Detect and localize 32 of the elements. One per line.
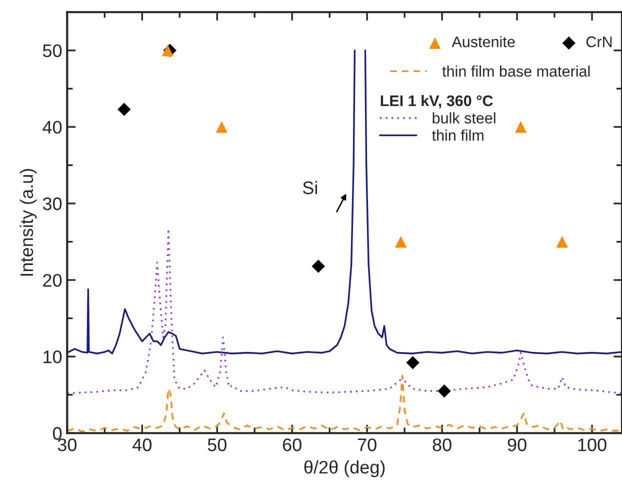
point [312, 260, 325, 273]
point [162, 44, 174, 56]
y-tick-label: 20 [43, 274, 62, 287]
x-tick-label: 40 [132, 438, 152, 452]
x-tick-label: 80 [432, 438, 452, 452]
x-tick-label: 100 [578, 438, 606, 452]
x-tick-label: 50 [208, 438, 226, 452]
annotation: Si [302, 180, 317, 194]
point [406, 356, 420, 370]
y-tick-label: 40 [42, 120, 62, 134]
x-tick-label: 90 [508, 438, 526, 452]
x-axis-title: θ/2θ (deg) [304, 460, 385, 478]
y-tick-label: 0 [52, 427, 62, 440]
legend-title: LEI 1 kV, 360 °C [380, 94, 493, 108]
legend-label: CrN [586, 36, 612, 48]
point [556, 236, 568, 248]
point [216, 121, 228, 133]
y-tick-label: 10 [44, 350, 62, 364]
point [118, 102, 131, 116]
y-tick-label: 30 [42, 197, 62, 210]
legend-label: thin film [432, 130, 484, 141]
point [514, 121, 527, 133]
legend-label: Austenite [452, 36, 515, 48]
point [438, 384, 451, 398]
x-tick-label: 60 [282, 438, 302, 452]
legend-label: thin film base material [442, 65, 590, 77]
y-axis-title: Intensity (a.u) [20, 169, 37, 276]
y-tick-label: 50 [42, 44, 62, 58]
x-tick-label: 30 [58, 438, 77, 452]
legend-label: bulk steel [432, 112, 496, 124]
point [395, 236, 407, 248]
x-tick-label: 70 [358, 438, 376, 452]
